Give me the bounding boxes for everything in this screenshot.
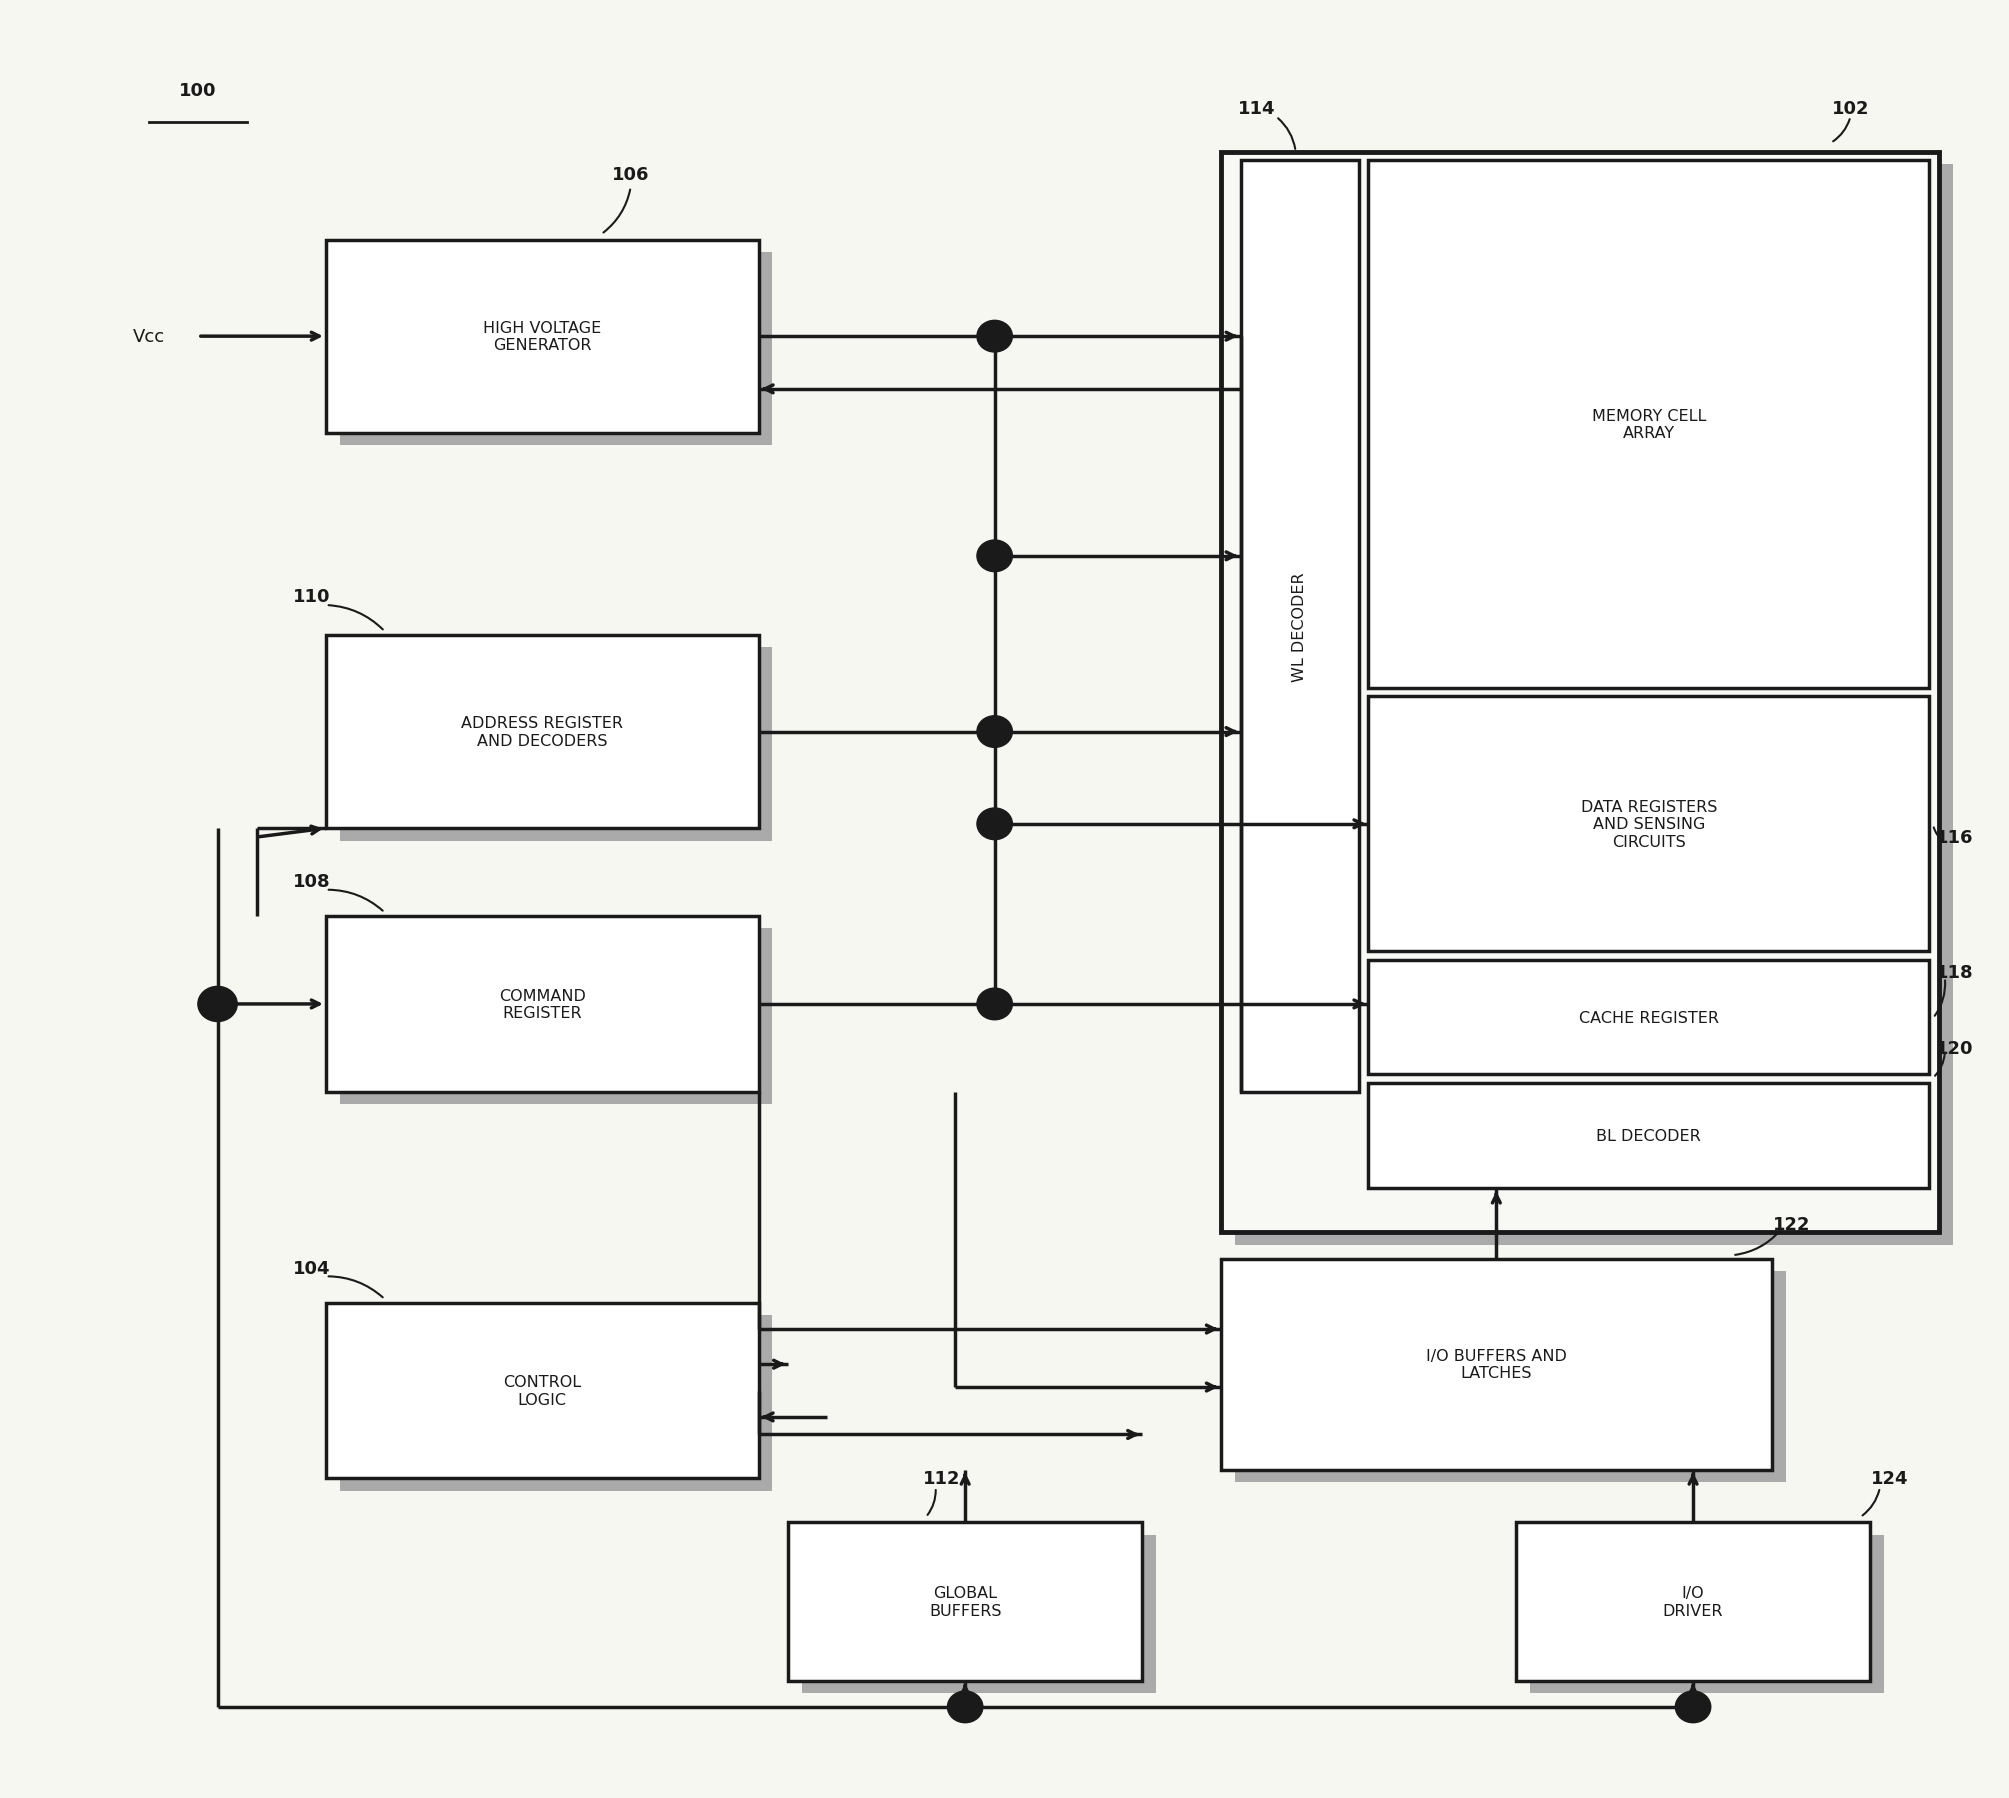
Bar xyxy=(1368,162,1929,689)
Bar xyxy=(1382,710,1943,964)
Text: GLOBAL
BUFFERS: GLOBAL BUFFERS xyxy=(928,1586,1000,1618)
Bar xyxy=(1382,1095,1943,1201)
Text: 110: 110 xyxy=(293,588,331,606)
Text: 116: 116 xyxy=(1937,829,1973,847)
Bar xyxy=(788,1523,1143,1681)
Text: 114: 114 xyxy=(1238,99,1276,117)
Bar xyxy=(340,254,771,446)
Text: Vcc: Vcc xyxy=(133,327,165,345)
Bar xyxy=(1517,1523,1870,1681)
Text: DATA REGISTERS
AND SENSING
CIRCUITS: DATA REGISTERS AND SENSING CIRCUITS xyxy=(1581,800,1718,849)
Text: ADDRESS REGISTER
AND DECODERS: ADDRESS REGISTER AND DECODERS xyxy=(462,716,623,748)
Bar xyxy=(1221,153,1939,1233)
Text: 102: 102 xyxy=(1832,99,1868,117)
Bar xyxy=(1236,1271,1786,1482)
Text: HIGH VOLTAGE
GENERATOR: HIGH VOLTAGE GENERATOR xyxy=(482,320,601,352)
Text: WL DECODER: WL DECODER xyxy=(1292,572,1308,681)
Text: 120: 120 xyxy=(1937,1039,1973,1057)
Bar xyxy=(340,1316,771,1491)
Bar xyxy=(1221,1259,1772,1469)
Bar xyxy=(1242,162,1358,1091)
Bar xyxy=(340,930,771,1104)
Text: 100: 100 xyxy=(179,83,217,101)
Bar xyxy=(325,1304,759,1478)
Bar xyxy=(1382,174,1943,701)
Text: I/O
DRIVER: I/O DRIVER xyxy=(1663,1586,1724,1618)
Text: 112: 112 xyxy=(922,1469,960,1487)
Bar xyxy=(802,1535,1155,1694)
Bar xyxy=(1382,973,1943,1088)
Bar xyxy=(325,917,759,1091)
Text: 106: 106 xyxy=(613,167,649,185)
Circle shape xyxy=(976,716,1013,748)
Text: CACHE REGISTER: CACHE REGISTER xyxy=(1579,1010,1720,1025)
Bar xyxy=(1368,1084,1929,1188)
Bar xyxy=(1368,698,1929,951)
Bar xyxy=(1368,960,1929,1075)
Text: COMMAND
REGISTER: COMMAND REGISTER xyxy=(498,989,585,1021)
Text: 118: 118 xyxy=(1937,964,1973,982)
Bar xyxy=(325,635,759,829)
Bar xyxy=(1236,165,1953,1244)
Text: 108: 108 xyxy=(293,872,331,890)
Text: 104: 104 xyxy=(293,1259,331,1277)
Text: 124: 124 xyxy=(1870,1469,1909,1487)
Circle shape xyxy=(199,987,237,1021)
Text: 122: 122 xyxy=(1772,1215,1810,1233)
Bar xyxy=(325,241,759,433)
Bar xyxy=(1529,1535,1884,1694)
Bar xyxy=(340,647,771,841)
Text: CONTROL
LOGIC: CONTROL LOGIC xyxy=(502,1375,581,1408)
Text: BL DECODER: BL DECODER xyxy=(1597,1129,1702,1144)
Circle shape xyxy=(976,989,1013,1019)
Circle shape xyxy=(948,1692,982,1722)
Circle shape xyxy=(976,322,1013,352)
Text: I/O BUFFERS AND
LATCHES: I/O BUFFERS AND LATCHES xyxy=(1426,1348,1567,1381)
Circle shape xyxy=(976,809,1013,840)
Circle shape xyxy=(976,541,1013,572)
Bar xyxy=(1254,174,1372,1104)
Text: MEMORY CELL
ARRAY: MEMORY CELL ARRAY xyxy=(1591,408,1706,441)
Circle shape xyxy=(1676,1692,1712,1722)
